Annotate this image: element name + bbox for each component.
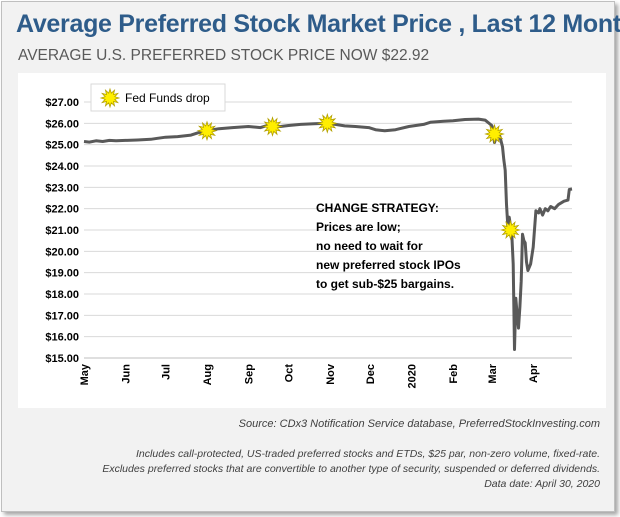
annotation-line-2: Prices are low; (316, 220, 401, 234)
x-tick-label: Dec (365, 364, 377, 384)
y-tick-label: $19.00 (45, 268, 79, 280)
fed-funds-drop-marker (484, 123, 505, 145)
chart-subtitle: AVERAGE U.S. PREFERRED STOCK PRICE NOW $… (18, 47, 430, 64)
fed-funds-drop-marker (262, 116, 283, 137)
legend-star-shape (99, 87, 121, 109)
annotation-line-1: CHANGE STRATEGY: (316, 201, 439, 215)
x-tick-label: Feb (448, 364, 460, 384)
y-tick-label: $15.00 (45, 353, 79, 365)
series-layer (83, 117, 573, 351)
y-tick-label: $17.00 (45, 310, 79, 322)
x-tick-label: Sep (243, 364, 255, 384)
y-axis: $15.00 $16.00 $17.00 $18.00 $19.00 $20.00 $21.… (45, 97, 79, 365)
x-tick-label: May (79, 363, 91, 385)
y-tick-label: $26.00 (45, 118, 79, 130)
data-date: Data date: April 30, 2020 (484, 478, 600, 490)
plot-panel: $15.00 $16.00 $17.00 $18.00 $19.00 $20.00 $21.… (18, 73, 606, 408)
x-tick-label: Oct (284, 364, 296, 383)
source-note: Source: CDx3 Notification Service databa… (238, 418, 600, 430)
legend-star-icon (99, 87, 121, 109)
fed-funds-drop-marker (316, 112, 338, 134)
x-tick-label: Aug (202, 364, 214, 385)
fed-funds-drop-marker (500, 219, 521, 241)
chart-title: Average Preferred Stock Market Price , L… (16, 10, 620, 38)
y-tick-label: $25.00 (45, 140, 79, 152)
fed-funds-drop-marker (196, 120, 218, 142)
gridlines (84, 101, 572, 359)
line-chart: $15.00 $16.00 $17.00 $18.00 $19.00 $20.00 $21.… (45, 83, 573, 388)
x-tick-label: Jul (161, 364, 173, 380)
x-tick-label: Nov (325, 363, 337, 385)
strategy-annotation: CHANGE STRATEGY: Prices are low; no need… (316, 201, 461, 291)
fed-funds-markers (196, 112, 521, 241)
y-tick-label: $27.00 (45, 97, 79, 109)
annotation-line-3: no need to wait for (316, 239, 423, 253)
y-tick-label: $22.00 (45, 204, 79, 216)
x-tick-label: Jun (120, 364, 132, 384)
footnote-1: Includes call-protected, US-traded prefe… (136, 448, 600, 460)
x-tick-label: Apr (528, 363, 540, 383)
y-tick-label: $21.00 (45, 225, 79, 237)
annotation-line-5: to get sub-$25 bargains. (316, 277, 454, 291)
y-tick-label: $24.00 (45, 161, 79, 173)
x-tick-label: Mar (487, 363, 499, 383)
y-tick-label: $23.00 (45, 182, 79, 194)
legend: Fed Funds drop (90, 83, 226, 112)
price-series-line (83, 117, 573, 351)
legend-label: Fed Funds drop (125, 91, 210, 105)
y-tick-label: $16.00 (45, 332, 79, 344)
y-tick-label: $18.00 (45, 289, 79, 301)
annotation-line-4: new preferred stock IPOs (316, 258, 461, 272)
legend-box (90, 83, 226, 112)
x-tick-label: 2020 (407, 364, 419, 388)
footnote-2: Excludes preferred stocks that are conve… (102, 463, 600, 475)
x-axis: May Jun Jul Aug Sep Oct Nov Dec 2020 Feb Mar Apr (79, 357, 572, 388)
y-tick-label: $20.00 (45, 246, 79, 258)
